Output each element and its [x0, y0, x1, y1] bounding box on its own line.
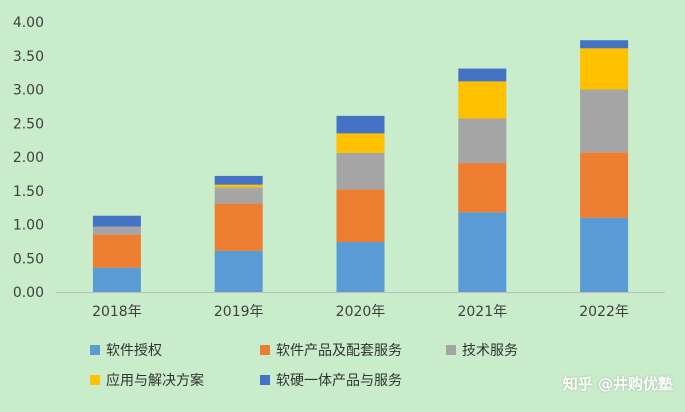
legend-item: 软件产品及配套服务	[260, 340, 446, 360]
y-tick-label: 1.00	[13, 218, 44, 234]
legend-swatch	[260, 375, 270, 385]
bar-segment-1	[580, 217, 629, 292]
legend: 软件授权 软件产品及配套服务 技术服务应用与解决方案 软硬一体产品与服务	[90, 340, 560, 390]
y-tick-label: 3.50	[13, 49, 44, 65]
y-tick-label: 2.50	[13, 116, 44, 132]
bar-segment-3	[458, 118, 507, 164]
bar-segment-5	[336, 115, 385, 134]
y-tick-label: 1.50	[13, 184, 44, 200]
bar-segment-4	[214, 184, 263, 188]
bar-segment-5	[214, 175, 263, 185]
y-tick-label: 0.50	[13, 251, 44, 267]
legend-label: 软硬一体产品与服务	[276, 373, 402, 389]
bar-segment-1	[214, 250, 263, 292]
legend-swatch	[260, 345, 270, 355]
legend-label: 软件产品及配套服务	[276, 343, 402, 359]
x-tick-label: 2019年	[214, 304, 264, 320]
bar-segment-2	[336, 189, 385, 243]
bar-segment-1	[92, 267, 141, 292]
x-tick-label: 2018年	[92, 304, 142, 320]
legend-item: 软硬一体产品与服务	[260, 370, 450, 390]
y-tick-label: 4.00	[13, 15, 44, 31]
bar-segment-3	[214, 187, 263, 204]
bar-segment-5	[458, 68, 507, 82]
bar-segment-3	[92, 226, 141, 235]
bar-segment-4	[458, 81, 507, 119]
x-tick-label: 2020年	[336, 304, 386, 320]
legend-swatch	[446, 345, 456, 355]
bar-segment-5	[580, 40, 629, 49]
bar-segment-4	[580, 48, 629, 90]
legend-item: 技术服务	[446, 340, 556, 360]
bar-segment-2	[214, 203, 263, 251]
bar-segment-1	[458, 212, 507, 292]
bar-segment-2	[92, 234, 141, 268]
y-tick-label: 0.00	[13, 285, 44, 301]
bar-segment-4	[336, 133, 385, 153]
legend-item: 应用与解决方案	[90, 370, 260, 390]
legend-swatch	[90, 345, 100, 355]
bar-segment-2	[580, 152, 629, 218]
legend-swatch	[90, 375, 100, 385]
y-tick-label: 3.00	[13, 83, 44, 99]
bar-segment-2	[458, 163, 507, 213]
x-tick-label: 2022年	[579, 304, 629, 320]
bar-segment-3	[580, 89, 629, 153]
legend-label: 应用与解决方案	[106, 373, 204, 389]
legend-label: 软件授权	[106, 343, 162, 359]
y-tick-label: 2.00	[13, 150, 44, 166]
bar-segment-5	[92, 215, 141, 227]
legend-label: 技术服务	[462, 343, 518, 359]
x-tick-label: 2021年	[457, 304, 507, 320]
legend-item: 软件授权	[90, 340, 260, 360]
bar-segment-3	[336, 152, 385, 190]
bar-segment-1	[336, 242, 385, 292]
watermark: 知乎 @井购优塾	[562, 375, 673, 393]
